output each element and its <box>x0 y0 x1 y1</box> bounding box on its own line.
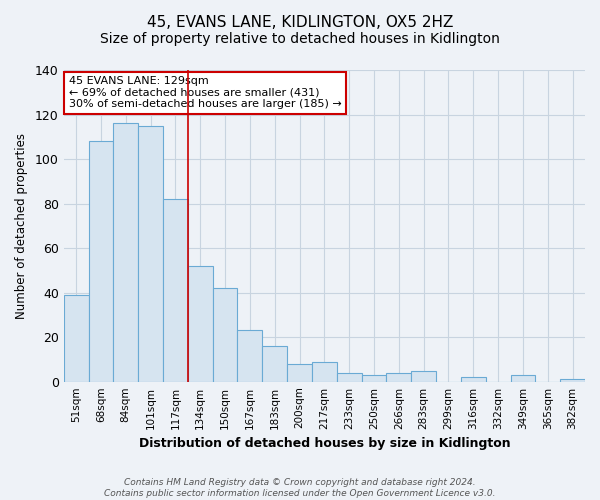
Bar <box>560 380 585 382</box>
Y-axis label: Number of detached properties: Number of detached properties <box>15 133 28 319</box>
Bar <box>113 124 138 382</box>
X-axis label: Distribution of detached houses by size in Kidlington: Distribution of detached houses by size … <box>139 437 510 450</box>
Bar <box>337 373 362 382</box>
Bar <box>411 370 436 382</box>
Bar <box>461 377 486 382</box>
Bar <box>312 362 337 382</box>
Text: 45, EVANS LANE, KIDLINGTON, OX5 2HZ: 45, EVANS LANE, KIDLINGTON, OX5 2HZ <box>147 15 453 30</box>
Text: Size of property relative to detached houses in Kidlington: Size of property relative to detached ho… <box>100 32 500 46</box>
Bar <box>262 346 287 382</box>
Bar <box>188 266 212 382</box>
Bar <box>386 373 411 382</box>
Bar <box>163 199 188 382</box>
Bar <box>212 288 238 382</box>
Bar <box>238 330 262 382</box>
Text: 45 EVANS LANE: 129sqm
← 69% of detached houses are smaller (431)
30% of semi-det: 45 EVANS LANE: 129sqm ← 69% of detached … <box>69 76 341 110</box>
Bar <box>511 375 535 382</box>
Text: Contains HM Land Registry data © Crown copyright and database right 2024.
Contai: Contains HM Land Registry data © Crown c… <box>104 478 496 498</box>
Bar <box>362 375 386 382</box>
Bar <box>287 364 312 382</box>
Bar <box>89 141 113 382</box>
Bar <box>138 126 163 382</box>
Bar <box>64 295 89 382</box>
